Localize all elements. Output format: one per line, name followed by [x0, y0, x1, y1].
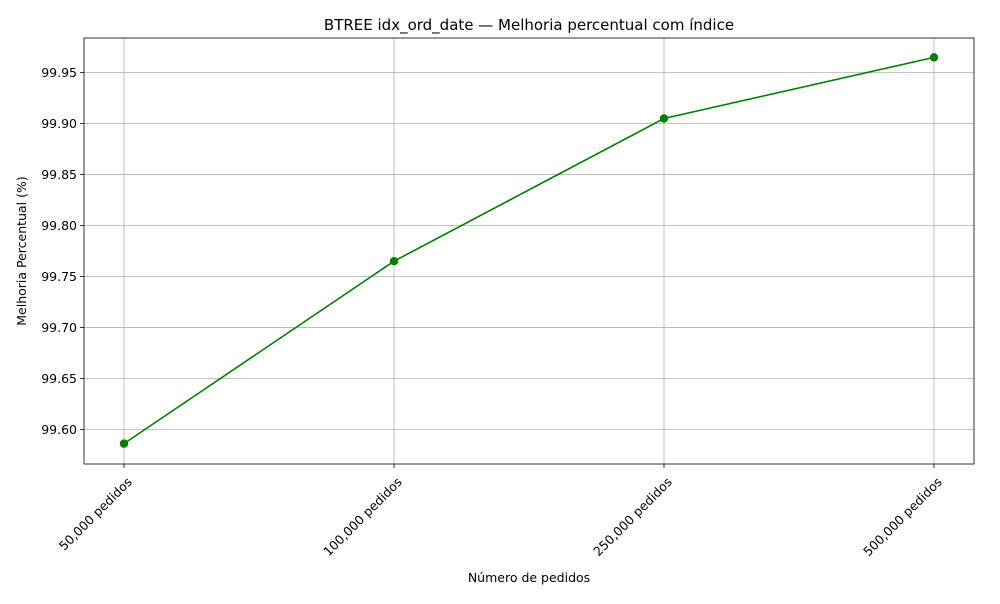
y-tick-label: 99.80 [41, 218, 77, 233]
series-line [123, 56, 935, 445]
x-tick-label: 250,000 pedidos [590, 474, 675, 559]
y-tick-label: 99.75 [41, 269, 77, 284]
data-point [389, 256, 399, 266]
y-tick-label: 99.60 [41, 422, 77, 437]
x-tick-label: 500,000 pedidos [860, 474, 945, 559]
chart-title: BTREE idx_ord_date — Melhoria percentual… [324, 16, 734, 35]
x-axis-label: Número de pedidos [468, 570, 590, 585]
data-point [929, 53, 939, 62]
y-tick-label: 99.90 [41, 116, 77, 131]
data-point [659, 114, 669, 123]
x-tick-label: 50,000 pedidos [56, 474, 135, 553]
x-tick-label: 100,000 pedidos [320, 474, 405, 559]
y-tick-label: 99.65 [41, 371, 77, 386]
y-axis-label: Melhoria Percentual (%) [14, 176, 29, 325]
y-tick-label: 99.95 [41, 65, 77, 80]
y-tick-label: 99.85 [41, 167, 77, 182]
grid-layer [84, 38, 974, 464]
tick-layer: 50,000 pedidos 100,000 pedidos 250,000 ped… [41, 65, 945, 559]
data-point [119, 439, 129, 448]
axes-frame [83, 37, 975, 465]
y-tick-label: 99.70 [41, 320, 77, 335]
series-layer [119, 53, 939, 448]
